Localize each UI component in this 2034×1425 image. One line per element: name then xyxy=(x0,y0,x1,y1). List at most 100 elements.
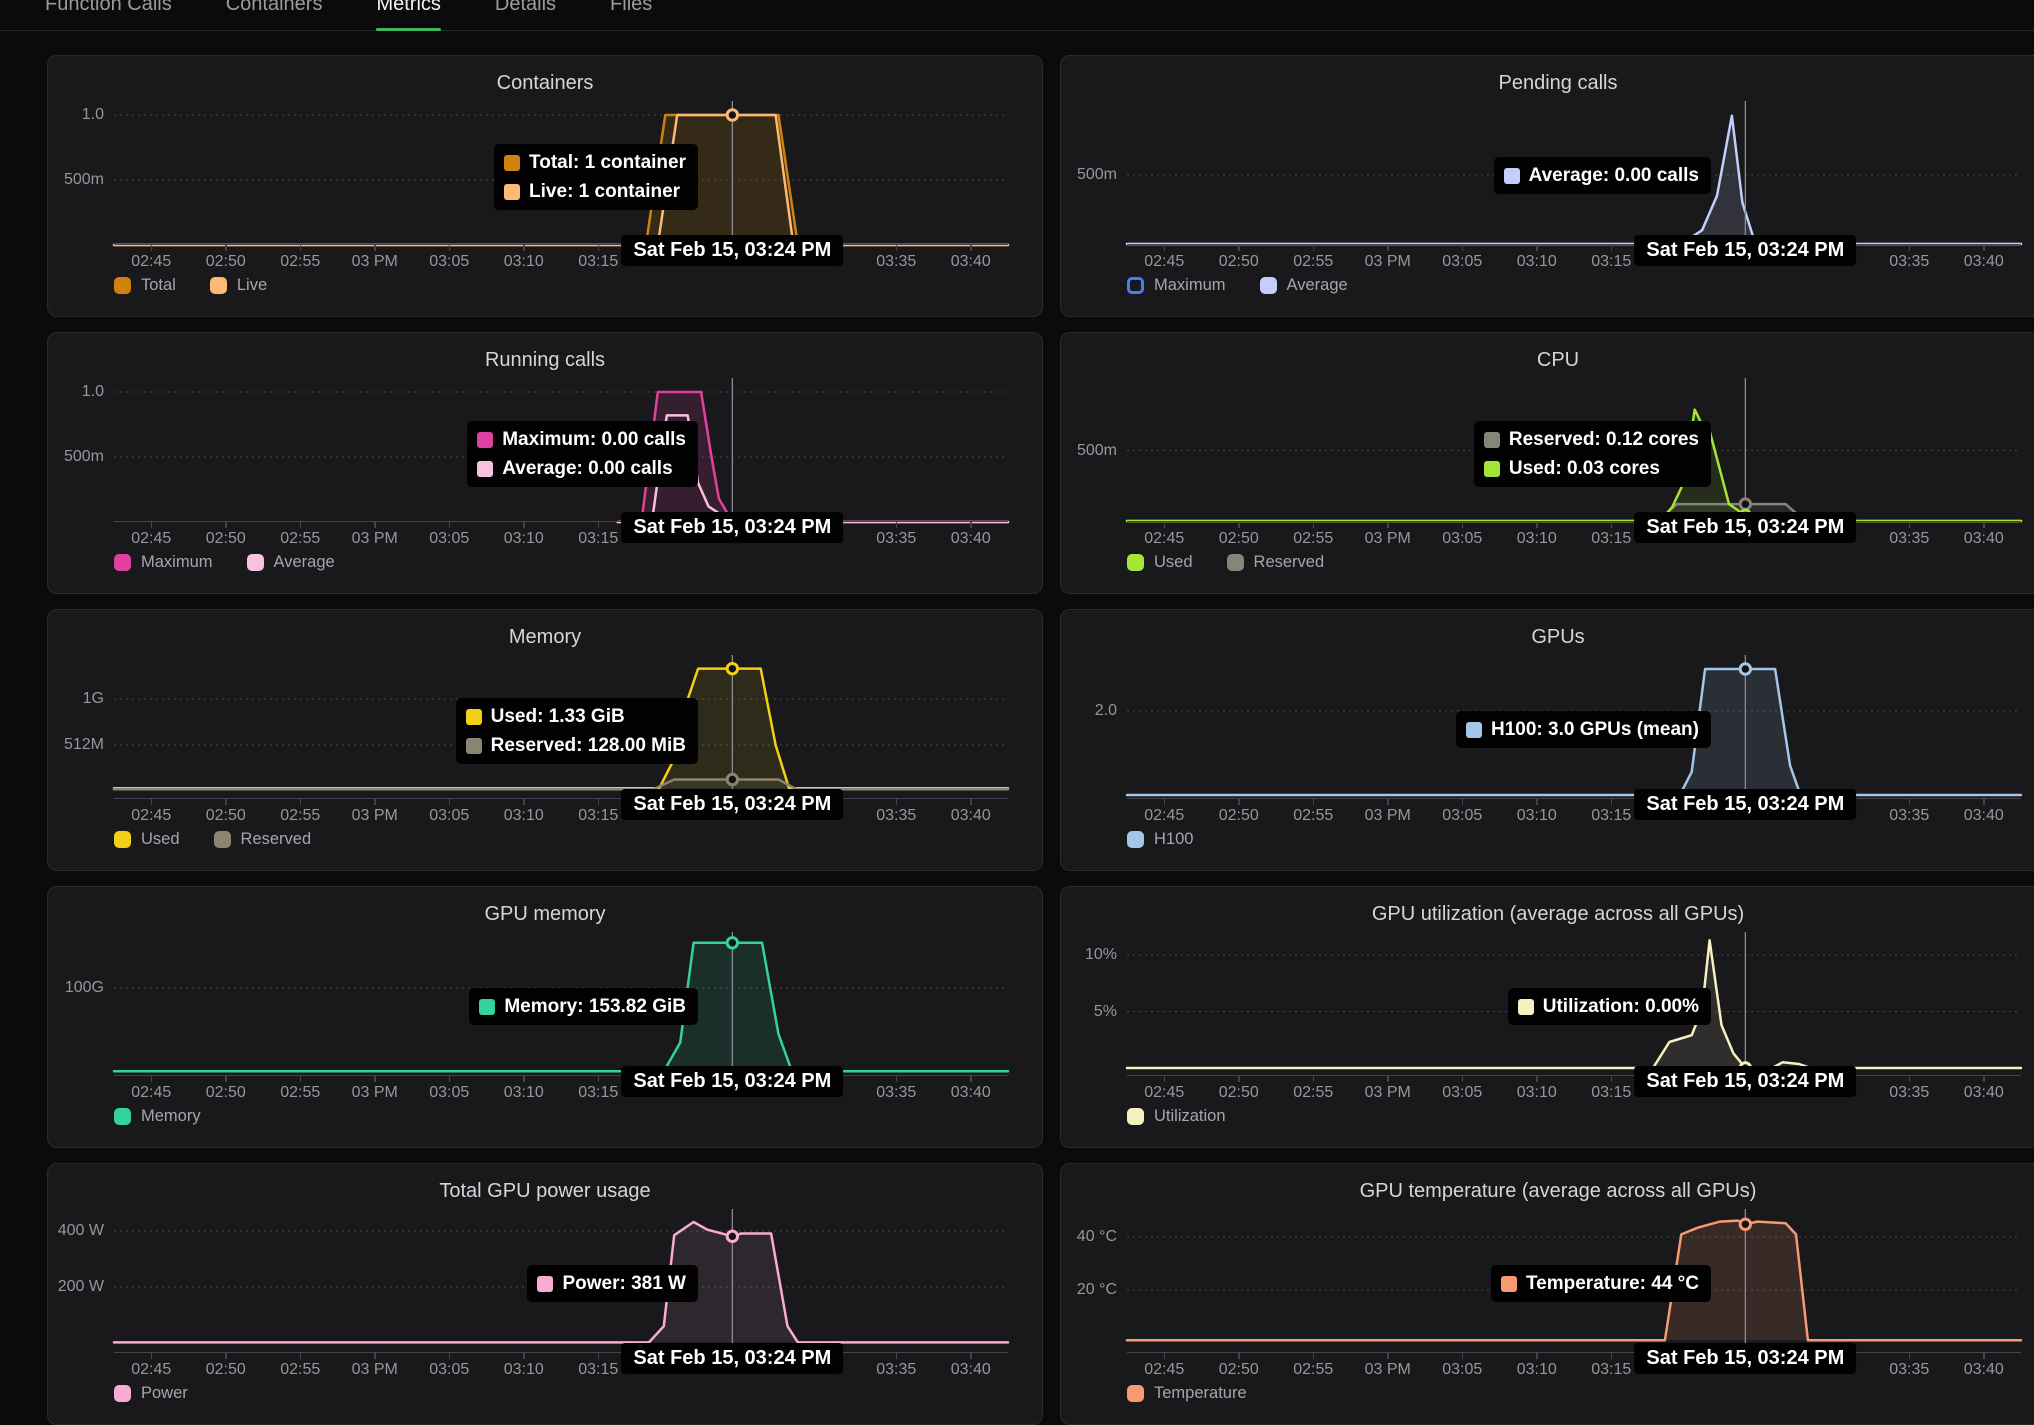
legend-item-power[interactable]: Power xyxy=(114,1384,188,1403)
x-tick-mark xyxy=(225,1076,227,1082)
legend-label: Maximum xyxy=(1154,276,1226,294)
x-axis-label: 03:10 xyxy=(503,530,544,547)
x-axis-label: 03 PM xyxy=(1364,1084,1411,1101)
legend-item-maximum[interactable]: Maximum xyxy=(1127,276,1226,295)
x-axis-label: 03:35 xyxy=(876,1084,917,1101)
y-axis-label: 100G xyxy=(64,979,104,996)
legend-item-live[interactable]: Live xyxy=(209,276,267,295)
tooltip-swatch xyxy=(465,708,482,725)
x-axis-label: 03:15 xyxy=(578,1084,619,1101)
x-axis-label: 03:40 xyxy=(1963,530,2004,547)
values-tooltip: Total: 1 container Live: 1 container xyxy=(494,144,698,210)
plot-area[interactable] xyxy=(1125,1209,2023,1352)
legend-label: Average xyxy=(1286,276,1348,294)
legend-item-total[interactable]: Total xyxy=(114,276,176,295)
x-axis-label: 02:50 xyxy=(1218,530,1259,547)
chart-legend: H100 xyxy=(1127,830,1193,849)
tooltip-swatch xyxy=(1483,460,1500,477)
date-tooltip: Sat Feb 15, 03:24 PM xyxy=(1634,512,1857,543)
tab-details[interactable]: Details xyxy=(494,0,557,15)
legend-label: Power xyxy=(141,1384,188,1402)
legend-item-used[interactable]: Used xyxy=(114,830,180,849)
x-axis-label: 03:35 xyxy=(1889,1084,1930,1101)
legend-item-reserved[interactable]: Reserved xyxy=(1226,553,1324,572)
x-axis-label: 02:45 xyxy=(1144,253,1185,270)
plot-area[interactable] xyxy=(112,1209,1010,1352)
values-tooltip: Reserved: 0.12 cores Used: 0.03 cores xyxy=(1473,421,1711,487)
hover-marker xyxy=(725,1229,740,1244)
values-tooltip: H100: 3.0 GPUs (mean) xyxy=(1455,711,1711,748)
chart-legend: Power xyxy=(114,1384,188,1403)
date-tooltip: Sat Feb 15, 03:24 PM xyxy=(1634,789,1857,820)
x-tick-mark xyxy=(970,799,972,805)
legend-item-maximum[interactable]: Maximum xyxy=(114,553,213,572)
x-tick-mark xyxy=(895,522,897,528)
x-tick-mark xyxy=(1610,1076,1612,1082)
x-tick-mark xyxy=(299,522,301,528)
x-tick-mark xyxy=(523,1076,525,1082)
x-axis-label: 02:50 xyxy=(205,1361,246,1378)
legend-item-utilization[interactable]: Utilization xyxy=(1127,1107,1226,1126)
chart-title: GPU memory xyxy=(484,903,606,925)
x-tick-mark xyxy=(1238,522,1240,528)
x-tick-mark xyxy=(1908,1076,1910,1082)
date-tooltip: Sat Feb 15, 03:24 PM xyxy=(1634,1066,1857,1097)
tab-files[interactable]: Files xyxy=(610,0,653,15)
y-axis-label: 20 °C xyxy=(1076,1281,1117,1298)
x-axis-label: 03:40 xyxy=(1963,807,2004,824)
legend-swatch xyxy=(114,1108,131,1125)
x-axis-label: 02:55 xyxy=(280,1361,321,1378)
x-tick-mark xyxy=(299,245,301,251)
x-axis-label: 02:45 xyxy=(1144,1361,1185,1378)
date-tooltip: Sat Feb 15, 03:24 PM xyxy=(621,789,844,820)
chart-card: CPU 500m 02:45 02:50 02:55 03 PM 03:05 03:10 03:… xyxy=(1060,332,2034,594)
y-axis-label: 10% xyxy=(1084,946,1117,963)
x-tick-mark xyxy=(1983,245,1985,251)
x-axis-label: 03:35 xyxy=(1889,1361,1930,1378)
tooltip-row: Used: 0.03 cores xyxy=(1483,455,1699,482)
x-tick-mark xyxy=(448,245,450,251)
tooltip-row: Memory: 153.82 GiB xyxy=(479,993,686,1020)
x-axis-label: 03 PM xyxy=(1364,807,1411,824)
chart-card: Total GPU power usage 400 W 200 W 02:45 02:5… xyxy=(47,1163,1043,1425)
tooltip-swatch xyxy=(479,998,496,1015)
x-tick-mark xyxy=(448,1353,450,1359)
x-tick-mark xyxy=(1908,522,1910,528)
values-tooltip: Average: 0.00 calls xyxy=(1493,157,1711,194)
x-tick-mark xyxy=(1163,1353,1165,1359)
legend-item-average[interactable]: Average xyxy=(1259,276,1348,295)
x-axis-label: 02:45 xyxy=(131,530,172,547)
chart-card: Pending calls 500m 02:45 02:50 02:55 03 PM 03:… xyxy=(1060,55,2034,317)
legend-swatch xyxy=(246,554,264,571)
x-axis-label: 03:40 xyxy=(950,807,991,824)
tooltip-swatch xyxy=(1465,721,1482,738)
x-tick-mark xyxy=(1238,1353,1240,1359)
hover-marker xyxy=(725,108,740,122)
legend-swatch xyxy=(1127,1108,1144,1125)
x-tick-mark xyxy=(970,245,972,251)
x-axis-label: 02:50 xyxy=(1218,253,1259,270)
x-tick-mark xyxy=(150,245,152,251)
legend-item-memory[interactable]: Memory xyxy=(114,1107,201,1126)
x-tick-mark xyxy=(1461,1076,1463,1082)
legend-item-temperature[interactable]: Temperature xyxy=(1127,1384,1247,1403)
x-tick-mark xyxy=(448,1076,450,1082)
values-tooltip: Memory: 153.82 GiB xyxy=(469,988,698,1025)
tab-function-calls[interactable]: Function Calls xyxy=(45,0,172,15)
tab-containers[interactable]: Containers xyxy=(225,0,323,15)
legend-swatch xyxy=(1127,831,1144,848)
tooltip-swatch xyxy=(465,737,482,754)
legend-label: Utilization xyxy=(1154,1107,1226,1125)
legend-item-average[interactable]: Average xyxy=(246,553,335,572)
legend-item-reserved[interactable]: Reserved xyxy=(213,830,311,849)
legend-swatch xyxy=(1127,1385,1144,1402)
x-axis-label: 03:10 xyxy=(1516,807,1557,824)
tooltip-row: H100: 3.0 GPUs (mean) xyxy=(1465,716,1699,743)
tab-metrics[interactable]: Metrics xyxy=(376,0,442,31)
legend-label: Used xyxy=(1154,553,1193,571)
legend-item-h100[interactable]: H100 xyxy=(1127,830,1193,849)
tooltip-row: Reserved: 128.00 MiB xyxy=(465,732,686,759)
legend-item-used[interactable]: Used xyxy=(1127,553,1193,572)
x-tick-mark xyxy=(1536,522,1538,528)
